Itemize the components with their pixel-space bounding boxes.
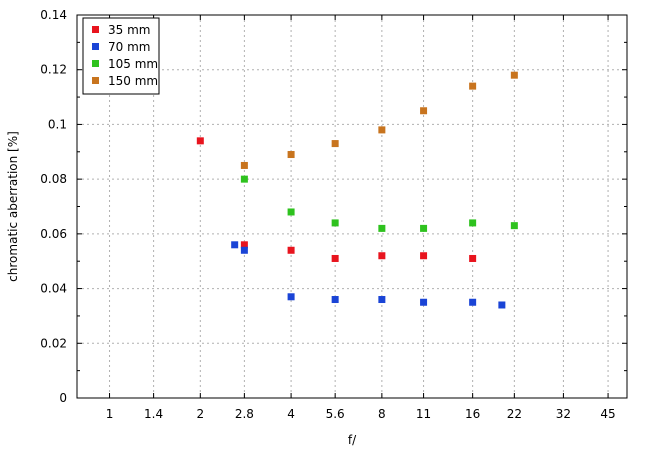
x-tick-label: 8 [378,407,386,421]
point-105-mm [331,219,339,227]
point-35-mm [469,254,477,262]
point-70-mm [469,298,477,306]
point-105-mm [469,219,477,227]
point-35-mm [331,254,339,262]
y-axis: 0 0.02 0.04 0.06 0.08 0.1 0.12 0.14 [40,8,627,405]
y-tick-label: 0.08 [40,172,67,186]
x-axis: 1 1.4 2 2.8 4 5.6 8 11 16 22 32 45 [106,15,616,421]
point-150-mm [331,140,339,148]
x-axis-label: f/ [348,433,357,447]
point-70-mm [287,293,295,301]
point-105-mm [287,208,295,216]
legend-swatch [92,26,99,33]
legend-swatch [92,43,99,50]
y-tick-label: 0 [59,391,67,405]
point-70-mm [420,298,428,306]
point-150-mm [378,126,386,134]
grid [77,15,627,398]
point-35-mm [287,246,295,254]
y-tick-label: 0.12 [40,63,67,77]
x-tick-label: 45 [600,407,615,421]
point-105-mm [420,224,428,232]
point-150-mm [240,161,248,169]
point-105-mm [378,224,386,232]
point-70-mm [378,296,386,304]
point-70-mm [331,296,339,304]
x-tick-label: 11 [416,407,431,421]
point-70-mm [231,241,239,249]
x-tick-label: 1.4 [144,407,163,421]
point-35-mm [420,252,428,260]
legend-label: 70 mm [108,40,150,54]
point-150-mm [510,71,518,79]
y-tick-label: 0.06 [40,227,67,241]
x-tick-label: 5.6 [326,407,345,421]
y-tick-label: 0.14 [40,8,67,22]
legend-label: 150 mm [108,74,158,88]
point-150-mm [287,151,295,159]
point-150-mm [469,82,477,90]
y-tick-label: 0.1 [48,117,67,131]
point-105-mm [240,175,248,183]
x-tick-label: 1 [106,407,114,421]
point-105-mm [510,222,518,230]
x-tick-label: 16 [465,407,480,421]
y-tick-label: 0.02 [40,336,67,350]
point-35-mm [378,252,386,260]
x-tick-label: 2.8 [235,407,254,421]
x-tick-label: 32 [556,407,571,421]
point-70-mm [240,246,248,254]
data-points [196,71,518,309]
point-35-mm [196,137,204,145]
point-35-mm [240,241,248,249]
legend-label: 35 mm [108,23,150,37]
legend-swatch [92,60,99,67]
legend-swatch [92,77,99,84]
x-tick-label: 4 [287,407,295,421]
y-tick-label: 0.04 [40,282,67,296]
legend: 35 mm 70 mm 105 mm 150 mm [82,17,160,95]
y-axis-label: chromatic aberration [%] [6,131,20,282]
x-tick-label: 22 [507,407,522,421]
x-tick-label: 2 [196,407,204,421]
point-70-mm [498,301,506,309]
point-150-mm [420,107,428,115]
legend-label: 105 mm [108,57,158,71]
